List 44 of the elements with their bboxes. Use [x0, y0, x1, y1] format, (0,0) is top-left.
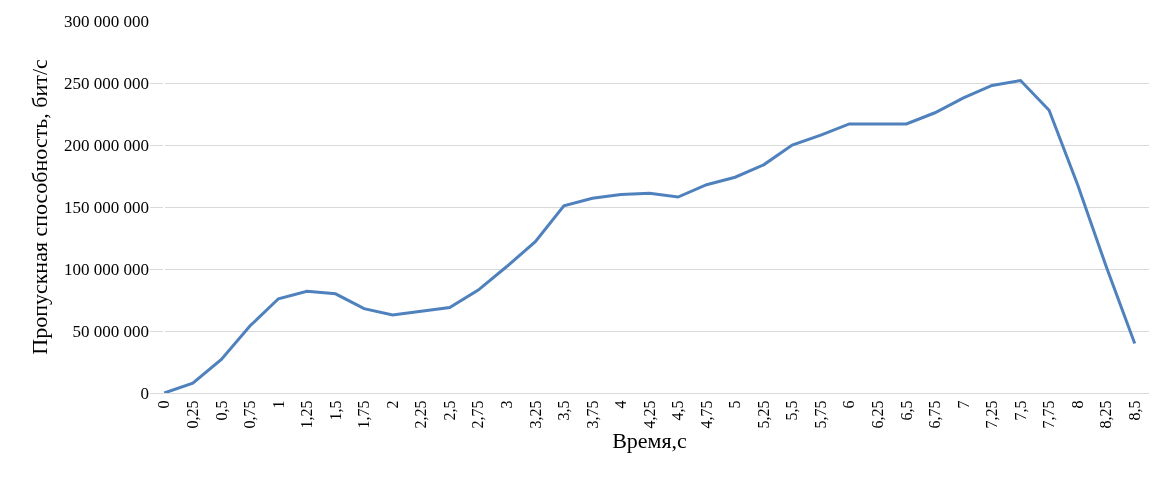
x-tick-label: 5,25	[754, 400, 772, 429]
x-tick-label: 0,25	[184, 400, 202, 429]
x-tick-label: 1,25	[298, 400, 316, 429]
x-tick-label: 1,75	[355, 400, 373, 429]
x-tick-label: 0	[155, 400, 173, 409]
x-tick-label: 5,75	[811, 400, 829, 429]
x-tick-label: 7,75	[1040, 400, 1058, 429]
x-tick-label: 7,25	[983, 400, 1001, 429]
x-tick-label: 0,5	[212, 400, 230, 421]
x-tick-label: 7,5	[1011, 400, 1029, 421]
x-tick-label: 4,5	[669, 400, 687, 421]
x-tick-label: 8,25	[1097, 400, 1115, 429]
y-tick-label: 100 000 000	[64, 259, 149, 279]
x-tick-label: 4	[612, 400, 630, 409]
x-tick-label: 1,5	[326, 400, 344, 421]
y-tick-label: 50 000 000	[72, 321, 149, 341]
x-tick-label: 0,75	[241, 400, 259, 429]
x-tick-label: 4,75	[697, 400, 715, 429]
x-tick-label: 8	[1068, 400, 1086, 409]
y-tick-label: 300 000 000	[64, 11, 149, 31]
x-tick-label: 3,25	[526, 400, 544, 429]
x-tick-label: 6	[840, 400, 858, 409]
x-tick-label: 4,25	[640, 400, 658, 429]
y-tick-label: 150 000 000	[64, 197, 149, 217]
x-tick-label: 6,75	[926, 400, 944, 429]
x-tick-label: 8,5	[1125, 400, 1143, 421]
x-tick-label: 2,5	[440, 400, 458, 421]
line-series	[162, 79, 1137, 393]
x-tick-label: 6,5	[897, 400, 915, 421]
x-tick-label: 3,5	[555, 400, 573, 421]
x-tick-label: 6,25	[869, 400, 887, 429]
x-tick-label: 3	[497, 400, 515, 409]
x-tick-label: 5,5	[783, 400, 801, 421]
y-tick-label: 200 000 000	[64, 135, 149, 155]
x-tick-label: 7	[954, 400, 972, 409]
x-tick-label: 2	[383, 400, 401, 409]
x-tick-label: 2,75	[469, 400, 487, 429]
y-axis-title: Пропускная способность, бит/с	[26, 59, 52, 355]
y-tick-label: 250 000 000	[64, 73, 149, 93]
x-tick-label: 2,25	[412, 400, 430, 429]
x-tick-label: 1	[269, 400, 287, 409]
x-tick-label: 3,75	[583, 400, 601, 429]
x-tick-label: 5	[726, 400, 744, 409]
x-axis-title: Время,с	[612, 428, 688, 454]
